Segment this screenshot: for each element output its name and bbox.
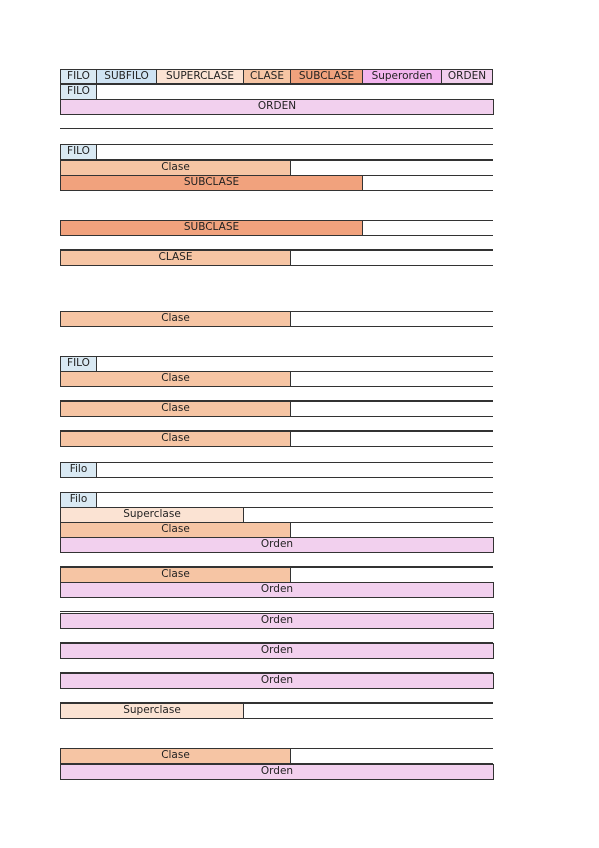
row-line [96, 144, 493, 145]
row-orden: Orden [60, 643, 494, 659]
header-subfilo: SUBFILO [96, 69, 157, 84]
row-line [243, 507, 493, 508]
row-line [60, 249, 493, 250]
row-line [290, 763, 493, 764]
row-line [96, 356, 493, 357]
header-subclase: SUBCLASE [290, 69, 363, 84]
row-clase: Clase [60, 748, 291, 764]
row-line [362, 220, 493, 221]
row-line [60, 611, 493, 612]
row-filo: Filo [60, 462, 97, 478]
row-line [96, 462, 493, 463]
row-line [290, 522, 493, 523]
row-line [290, 250, 493, 251]
row-line [290, 748, 493, 749]
row-line [96, 84, 493, 85]
row-orden: ORDEN [60, 99, 494, 115]
header-superorden: Superorden [362, 69, 442, 84]
row-subclase: SUBCLASE [60, 175, 363, 191]
header-clase: CLASE [243, 69, 291, 84]
row-line [60, 642, 493, 643]
row-clase: Clase [60, 522, 291, 538]
row-line [290, 386, 493, 387]
row-filo: Filo [60, 492, 97, 508]
row-line [362, 190, 493, 191]
row-orden: Orden [60, 764, 494, 780]
row-line [60, 672, 493, 673]
row-line [60, 702, 493, 703]
header-filo: FILO [60, 69, 97, 84]
row-orden: Orden [60, 582, 494, 598]
row-line [290, 326, 493, 327]
row-orden: Orden [60, 613, 494, 629]
row-line [96, 492, 493, 493]
row-filo: FILO [60, 144, 97, 160]
header-superclase: SUPERCLASE [156, 69, 244, 84]
row-line [362, 175, 493, 176]
row-clase: Clase [60, 371, 291, 387]
row-clase: Clase [60, 160, 291, 176]
row-orden: Orden [60, 537, 494, 553]
row-line [290, 416, 493, 417]
row-clase: Clase [60, 431, 291, 447]
row-line [60, 128, 493, 129]
row-filo: FILO [60, 84, 97, 100]
row-filo: FILO [60, 356, 97, 372]
row-line [290, 401, 493, 402]
row-clase: Clase [60, 401, 291, 417]
row-line [290, 567, 493, 568]
row-line [290, 311, 493, 312]
row-line [96, 159, 493, 160]
row-line [290, 371, 493, 372]
row-clase: Clase [60, 311, 291, 327]
row-line [290, 446, 493, 447]
row-clase: CLASE [60, 250, 291, 266]
row-subclase: SUBCLASE [60, 220, 363, 236]
row-orden: Orden [60, 673, 494, 689]
row-line [290, 431, 493, 432]
row-line [290, 265, 493, 266]
row-line [60, 566, 493, 567]
row-superclase: Superclase [60, 703, 244, 719]
row-clase: Clase [60, 567, 291, 583]
row-line [290, 160, 493, 161]
row-line [243, 718, 493, 719]
header-orden: ORDEN [441, 69, 493, 84]
row-line [362, 235, 493, 236]
row-line [60, 430, 493, 431]
row-superclase: Superclase [60, 507, 244, 523]
row-line [60, 400, 493, 401]
row-line [96, 477, 493, 478]
row-line [243, 703, 493, 704]
